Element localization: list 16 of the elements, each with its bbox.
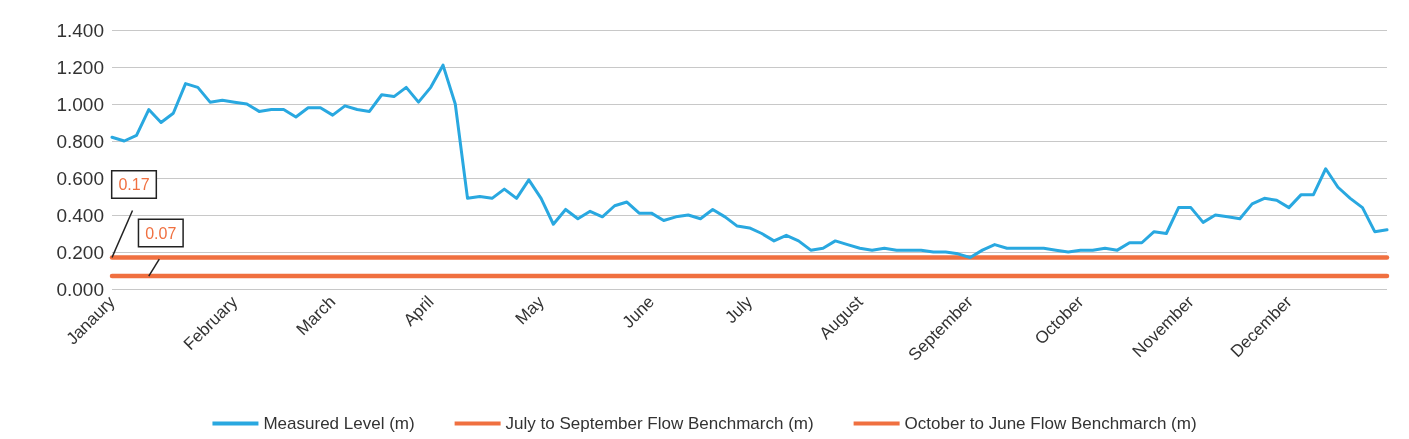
legend-label: July to September Flow Benchmarch (m) <box>505 414 814 433</box>
y-tick-label: 0.400 <box>56 204 104 226</box>
y-tick-label: 1.400 <box>56 19 104 41</box>
y-tick-label: 0.800 <box>56 130 104 152</box>
y-tick-label: 0.200 <box>56 241 104 263</box>
x-tick-label: May <box>511 291 549 329</box>
line-series <box>110 63 1389 260</box>
x-tick-label: July <box>721 291 757 328</box>
legend-label: Measured Level (m) <box>263 414 415 433</box>
data-label: 0.07 <box>145 224 177 242</box>
y-tick-label: 1.200 <box>56 56 104 78</box>
y-tick-label: 1.000 <box>56 93 104 115</box>
y-tick-label: 0.000 <box>56 278 104 300</box>
legend-label: October to June Flow Benchmarch (m) <box>904 414 1197 433</box>
data-label: 0.17 <box>118 176 150 194</box>
y-tick-label: 0.600 <box>56 167 104 189</box>
